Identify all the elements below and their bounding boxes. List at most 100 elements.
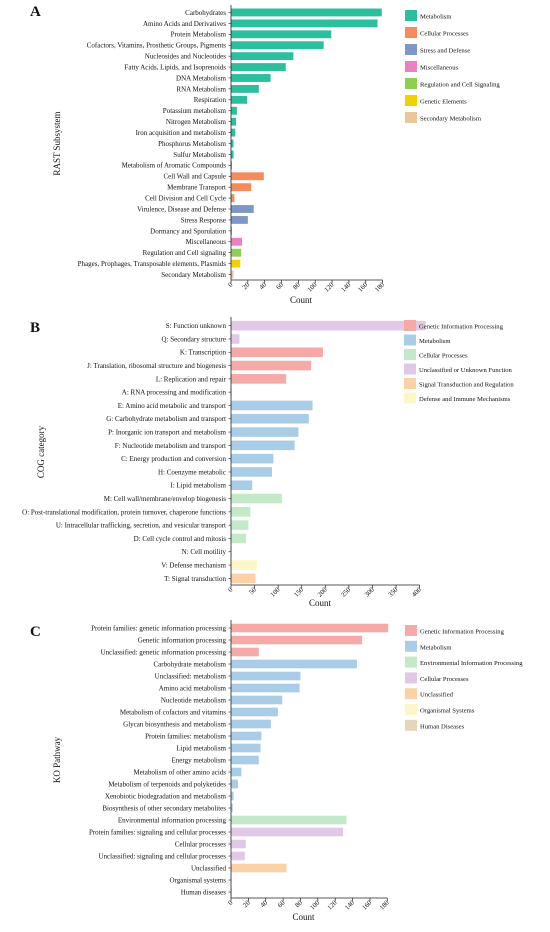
legend-swatch (404, 335, 416, 346)
category-label: Organismal systems (170, 876, 227, 884)
category-label: DNA Metabolism (176, 74, 227, 82)
legend-swatch (405, 625, 417, 636)
bar (231, 63, 286, 71)
bar (231, 41, 324, 49)
bar (231, 660, 357, 669)
bar (231, 183, 251, 191)
legend-swatch (405, 672, 417, 683)
category-label: Membrane Transport (167, 184, 226, 192)
category-label: Stress Response (181, 216, 226, 224)
legend-label: Human Diseases (420, 723, 465, 730)
category-label: Nucleotide metabolism (161, 696, 227, 704)
category-label: Carbohydrate metabolism (153, 660, 226, 668)
legend-swatch (405, 61, 417, 72)
bar (231, 172, 264, 180)
legend-swatch (404, 378, 416, 389)
bar (231, 507, 250, 517)
category-label: Human diseases (181, 888, 227, 896)
category-label: Genetic information processing (138, 636, 227, 644)
category-label: Q: Secondary structure (161, 335, 226, 343)
legend-swatch (405, 641, 417, 652)
category-label: Amino acid metabolism (159, 684, 227, 692)
category-label: G: Carbohydrate metabolism and transport (106, 415, 226, 423)
x-tick-label: 120 (323, 281, 336, 294)
legend-label: Metabolism (420, 14, 452, 21)
category-label: Sulfur Metabolism (173, 151, 226, 159)
bar (231, 574, 256, 584)
bar (231, 249, 241, 257)
bar (231, 427, 298, 437)
bar (231, 454, 273, 464)
category-label: O: Post-translational modification, prot… (22, 508, 226, 516)
bar (231, 441, 295, 451)
legend-label: Defense and Immune Mechanisms (419, 396, 511, 403)
category-label: Xenobiotic biodegradation and metabolism (105, 792, 227, 800)
category-label: Environmental information processing (118, 816, 227, 824)
category-label: Metabolism of terpenoids and polyketides (108, 780, 226, 788)
x-tick-label: 300 (364, 586, 377, 599)
category-label: Nitrogen Metabolism (166, 118, 227, 126)
category-label: E: Amino acid metabolic and transport (118, 402, 226, 410)
category-label: Regulation and Cell signaling (143, 249, 227, 257)
category-label: Iron acquisition and metabolism (136, 129, 227, 137)
bar (231, 480, 252, 490)
legend-swatch (404, 393, 416, 404)
bar (231, 74, 271, 82)
category-label: Unclassified: signaling and cellular pro… (98, 852, 226, 860)
legend-swatch (404, 364, 416, 375)
legend-swatch (404, 349, 416, 360)
category-label: Metabolism of Aromatic Compounds (122, 162, 227, 170)
x-tick-label: 80 (292, 281, 302, 291)
legend-label: Regulation and Cell Signaling (420, 82, 500, 89)
bar (231, 560, 257, 570)
bar (231, 96, 247, 104)
bar (231, 19, 378, 27)
x-tick-label: 60 (277, 899, 287, 909)
category-label: N: Cell motility (182, 548, 227, 556)
bar (231, 684, 300, 693)
category-label: Cell Division and Cell Cycle (145, 195, 226, 203)
legend-label: Metabolism (419, 338, 451, 345)
x-tick-label: 250 (340, 586, 353, 599)
bar (231, 9, 382, 17)
bar (231, 756, 259, 765)
x-tick-label: 180 (374, 281, 387, 294)
bar (231, 624, 388, 633)
x-tick-label: 150 (293, 586, 306, 599)
bar (231, 118, 236, 126)
category-label: V: Defense mechanism (161, 561, 226, 569)
category-label: Virulence, Disease and Defense (137, 205, 226, 213)
bar (231, 30, 331, 38)
bar (231, 85, 259, 93)
legend-label: Secondary Metabolism (420, 116, 482, 123)
category-label: Lipid metabolism (176, 744, 226, 752)
legend-swatch (405, 95, 417, 106)
legend-label: Cellular Processes (420, 31, 469, 38)
legend-label: Environmental Information Processing (420, 660, 523, 667)
category-label: A: RNA processing and modification (122, 389, 227, 397)
category-label: Metabolism of cofactors and vitamins (120, 708, 226, 716)
category-label: Potassium metabolism (163, 107, 227, 115)
category-label: Cellular processes (175, 840, 226, 848)
x-axis-title: Count (292, 912, 315, 922)
bar (231, 260, 240, 268)
x-tick-label: 40 (259, 899, 269, 909)
category-label: U: Intracellular trafficking, secretion,… (56, 522, 226, 530)
bar (231, 129, 235, 137)
category-label: T: Signal transduction (164, 575, 226, 583)
category-label: C: Energy production and conversion (121, 455, 226, 463)
legend-swatch (405, 704, 417, 715)
category-label: I: Lipid metabolism (170, 482, 226, 490)
category-label: Metabolism of other amino acids (133, 768, 226, 776)
panel-letter: A (30, 4, 41, 20)
legend-label: Unclassified (420, 692, 454, 699)
x-tick-label: 120 (326, 899, 339, 912)
category-label: Amino Acids and Derivatives (143, 20, 226, 28)
category-label: Biosynthesis of other secondary metaboli… (102, 804, 226, 812)
category-label: Miscellaneous (186, 238, 227, 246)
category-label: K: Transcription (180, 349, 227, 357)
x-tick-label: 140 (344, 899, 357, 912)
x-tick-label: 100 (269, 586, 282, 599)
